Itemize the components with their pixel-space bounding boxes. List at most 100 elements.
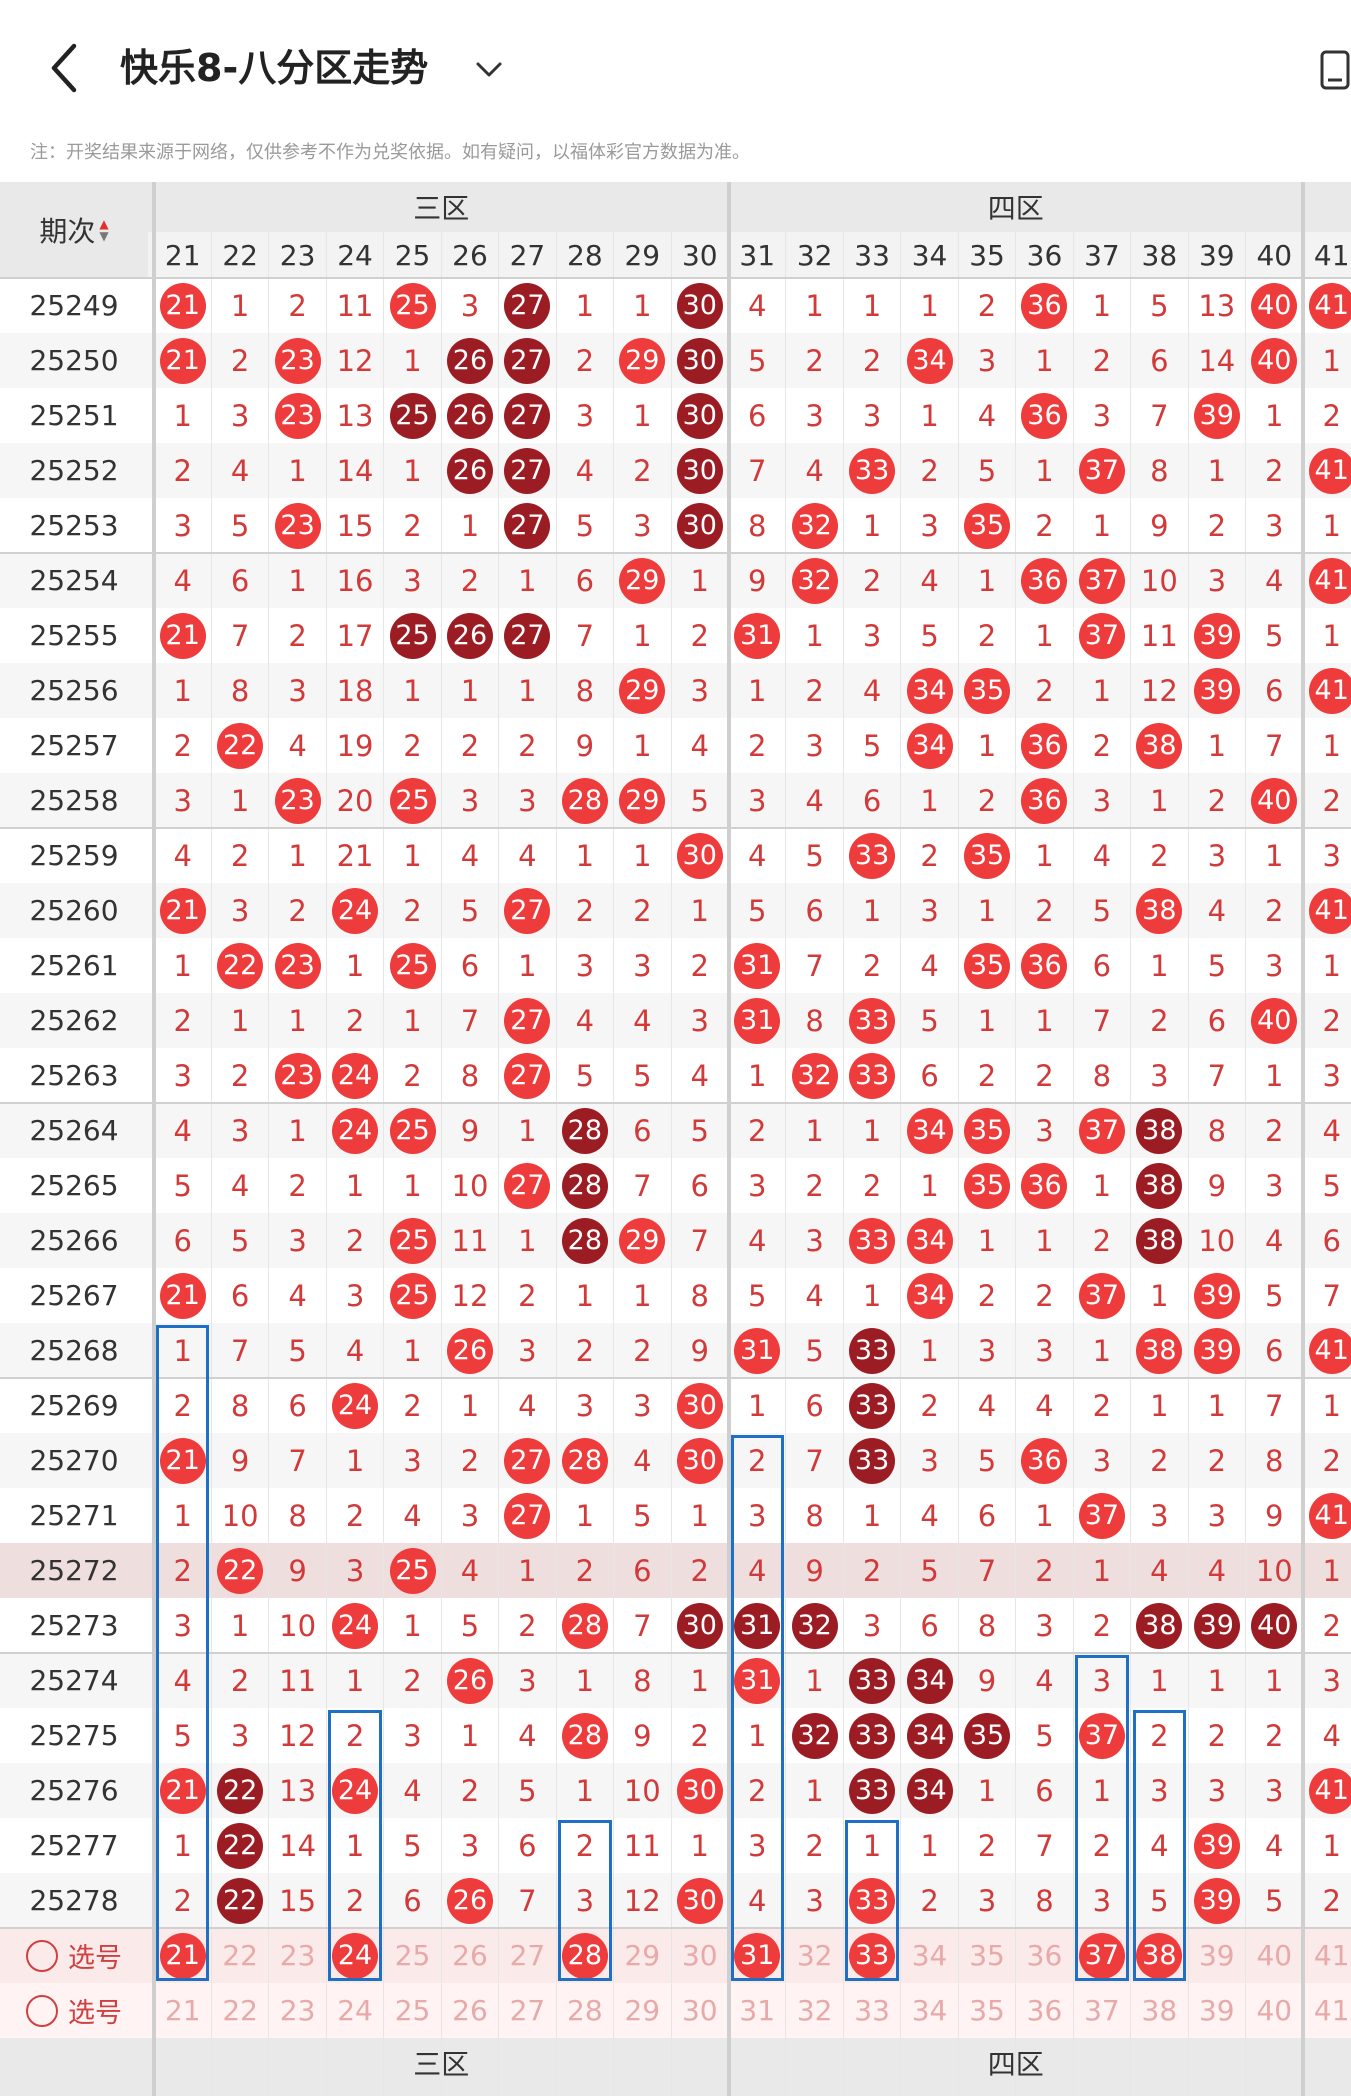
missing-count: 2 [1322, 1608, 1341, 1643]
missing-count: 4 [747, 1553, 767, 1588]
select-number[interactable]: 40 [1256, 1939, 1293, 1972]
select-row-label[interactable]: 选号 [0, 1928, 148, 1983]
missing-count: 3 [920, 508, 939, 543]
select-radio-icon[interactable] [26, 1994, 58, 2027]
select-number[interactable]: 26 [452, 1994, 488, 2027]
missing-count: 3 [1207, 1498, 1227, 1533]
table-row [0, 663, 1351, 718]
select-number[interactable]: 31 [739, 1994, 776, 2027]
missing-count: 2 [690, 948, 709, 983]
select-number-cell[interactable]: 21 [154, 1928, 211, 1983]
drawn-number-cell: 21 [154, 1433, 211, 1488]
select-number[interactable]: 29 [624, 1939, 661, 1972]
grid-line-vertical [1301, 182, 1305, 2096]
select-number[interactable]: 37 [1084, 1994, 1120, 2027]
chevron-down-icon[interactable] [474, 54, 504, 84]
missing-count: 7 [1150, 398, 1169, 433]
issue-number: 25262 [29, 1004, 119, 1037]
selected-number-ball[interactable]: 31 [734, 1932, 781, 1979]
selected-number-ball[interactable]: 24 [332, 1932, 379, 1979]
missing-count: 5 [1265, 1278, 1284, 1313]
drawn-number-cell: 31 [729, 1598, 786, 1653]
phone-rotate-icon[interactable] [1320, 48, 1351, 92]
select-number[interactable]: 30 [681, 1994, 718, 2027]
drawn-number-ball: 38 [1136, 1327, 1183, 1374]
select-number[interactable]: 35 [969, 1994, 1005, 2027]
select-number[interactable]: 23 [279, 1994, 316, 2027]
select-number[interactable]: 41 [1313, 1994, 1350, 2027]
select-number-cell[interactable]: 33 [843, 1928, 900, 1983]
missing-count: 1 [690, 893, 709, 928]
select-row-label[interactable]: 选号 [0, 1983, 148, 2038]
select-number[interactable]: 21 [164, 1994, 201, 2027]
sort-icon[interactable]: ▲ ▼ [99, 217, 109, 243]
drawn-number-cell: 35 [958, 498, 1015, 553]
select-number[interactable]: 24 [337, 1994, 373, 2027]
select-number[interactable]: 38 [1141, 1994, 1178, 2027]
column-number: 39 [1198, 238, 1235, 272]
select-number[interactable]: 23 [279, 1939, 316, 1972]
select-number[interactable]: 22 [222, 1994, 258, 2027]
missing-count: 1 [403, 673, 422, 708]
drawn-number-cell: 34 [901, 1708, 958, 1763]
select-number[interactable]: 35 [969, 1939, 1005, 1972]
select-number-cell[interactable]: 38 [1131, 1928, 1188, 1983]
missing-count: 1 [173, 1828, 192, 1863]
select-number[interactable]: 32 [796, 1994, 833, 2027]
select-number[interactable]: 39 [1198, 1939, 1235, 1972]
select-number[interactable]: 36 [1026, 1994, 1063, 2027]
selected-number-ball[interactable]: 37 [1078, 1932, 1125, 1979]
select-number-cell[interactable]: 37 [1073, 1928, 1130, 1983]
grid-line-vertical [1130, 232, 1132, 2096]
select-number[interactable]: 34 [911, 1994, 948, 2027]
drawn-number-ball: 21 [159, 612, 206, 659]
select-number[interactable]: 22 [222, 1939, 258, 1972]
select-number[interactable]: 27 [509, 1939, 546, 1972]
select-number[interactable]: 33 [854, 1994, 890, 2027]
drawn-number-ball: 32 [791, 1602, 838, 1649]
missing-count: 5 [920, 1553, 939, 1588]
drawn-number-ball: 29 [619, 1217, 666, 1264]
missing-count: 4 [977, 398, 997, 433]
missing-count: 8 [747, 508, 767, 543]
select-number[interactable]: 28 [567, 1994, 603, 2027]
select-number[interactable]: 25 [394, 1939, 431, 1972]
grid-line-vertical [900, 232, 902, 2096]
back-arrow-icon[interactable] [44, 40, 84, 96]
select-number[interactable]: 32 [796, 1939, 833, 1972]
selected-number-ball[interactable]: 38 [1136, 1932, 1183, 1979]
select-number-cell[interactable]: 24 [326, 1928, 383, 1983]
selected-number-ball[interactable]: 28 [561, 1932, 608, 1979]
missing-count: 2 [345, 1498, 365, 1533]
select-number[interactable]: 27 [509, 1994, 546, 2027]
select-number[interactable]: 36 [1026, 1939, 1063, 1972]
select-number[interactable]: 41 [1313, 1939, 1350, 1972]
missing-count: 1 [1092, 1333, 1112, 1368]
missing-count: 12 [279, 1718, 317, 1753]
select-number[interactable]: 39 [1198, 1994, 1235, 2027]
missing-count: 3 [805, 728, 824, 763]
select-radio-icon[interactable] [26, 1939, 58, 1972]
select-number[interactable]: 25 [394, 1994, 431, 2027]
select-number-cell[interactable]: 28 [556, 1928, 613, 1983]
issue-number: 25264 [29, 1114, 119, 1147]
selected-number-ball[interactable]: 21 [159, 1932, 206, 1979]
missing-count: 7 [460, 1003, 480, 1038]
drawn-number-ball: 32 [791, 1052, 838, 1099]
drawn-number-cell: 37 [1073, 553, 1130, 608]
select-number-cell[interactable]: 31 [729, 1928, 786, 1983]
grid-line-vertical [152, 182, 156, 2096]
drawn-number-ball: 32 [791, 502, 838, 549]
drawn-number-cell: 23 [269, 498, 326, 553]
drawn-number-ball: 27 [504, 612, 551, 659]
select-number[interactable]: 29 [624, 1994, 661, 2027]
selected-number-ball[interactable]: 33 [849, 1932, 896, 1979]
select-number[interactable]: 30 [681, 1939, 718, 1972]
select-number[interactable]: 40 [1256, 1994, 1293, 2027]
issue-header[interactable]: 期次 ▲ ▼ [0, 182, 148, 278]
select-number[interactable]: 34 [911, 1939, 948, 1972]
missing-count: 1 [1322, 1388, 1341, 1423]
drawn-number-ball: 41 [1308, 1327, 1351, 1374]
select-number[interactable]: 26 [452, 1939, 488, 1972]
drawn-number-ball: 37 [1078, 612, 1125, 659]
